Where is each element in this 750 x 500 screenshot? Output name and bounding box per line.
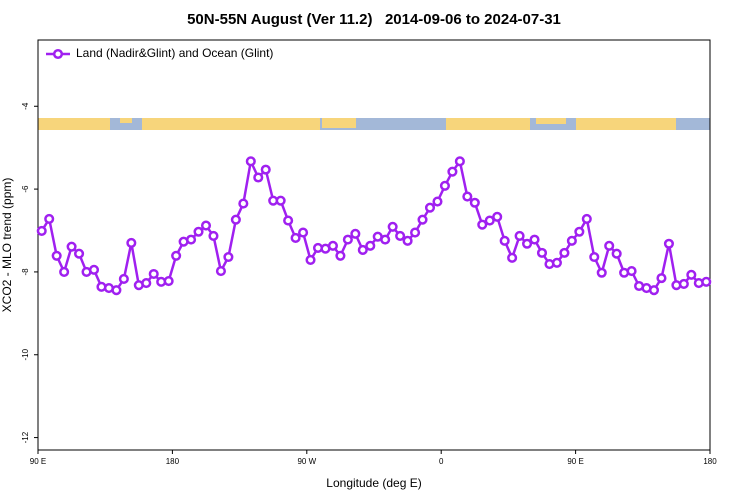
data-point — [200, 220, 212, 231]
data-point — [656, 273, 667, 284]
land-ocean-strip — [38, 118, 710, 130]
data-point — [171, 250, 182, 261]
data-point — [260, 164, 271, 175]
data-point — [395, 230, 406, 241]
data-point — [186, 234, 197, 245]
data-point — [596, 267, 607, 278]
data-point — [574, 226, 585, 237]
legend-label: Land (Nadir&Glint) and Ocean (Glint) — [76, 46, 273, 60]
y-axis-label: XCO2 - MLO trend (ppm) — [0, 178, 14, 313]
data-point — [327, 240, 338, 251]
x-tick-label: 180 — [703, 457, 717, 466]
y-tick-label: -8 — [21, 268, 30, 276]
data-point — [514, 230, 525, 241]
data-point — [559, 247, 570, 258]
data-point — [439, 180, 450, 191]
data-point — [275, 195, 286, 206]
data-point — [477, 219, 488, 230]
data-point — [230, 214, 241, 225]
data-point — [507, 252, 518, 263]
data-point — [215, 266, 226, 277]
data-point — [141, 278, 152, 289]
data-point — [163, 275, 174, 287]
data-point — [529, 234, 540, 245]
data-point — [305, 254, 316, 265]
data-point — [126, 237, 137, 248]
data-point — [253, 172, 264, 183]
x-tick-label: 90 E — [567, 457, 583, 466]
plot-frame — [37, 39, 711, 451]
data-point — [298, 227, 309, 238]
data-point — [522, 238, 533, 249]
data-point — [417, 214, 428, 225]
data-point — [454, 156, 465, 167]
data-point — [686, 269, 697, 280]
y-tick-label: -10 — [21, 348, 30, 360]
data-point — [51, 250, 62, 261]
data-point — [611, 248, 622, 259]
data-point — [484, 215, 495, 226]
data-point — [447, 166, 458, 177]
data-point — [111, 285, 122, 296]
data-point — [626, 266, 637, 277]
data-point — [335, 250, 346, 261]
data-point — [536, 247, 548, 258]
data-point — [342, 234, 353, 245]
data-point — [365, 240, 376, 251]
data-point — [223, 251, 234, 263]
data-point — [462, 191, 473, 202]
data-point — [238, 198, 249, 209]
x-tick-label: 180 — [166, 457, 180, 466]
y-tick-label: -12 — [21, 431, 30, 443]
data-point — [648, 285, 660, 296]
data-point — [469, 197, 480, 208]
data-point — [589, 251, 600, 263]
data-point — [283, 215, 294, 226]
data-point — [118, 273, 129, 285]
data-point — [492, 211, 503, 222]
data-point — [678, 278, 689, 289]
data-point — [290, 232, 301, 244]
data-point — [380, 234, 391, 245]
data-point — [551, 257, 562, 268]
series-line — [40, 157, 707, 292]
x-tick-label: 90 E — [30, 457, 46, 466]
data-point — [410, 227, 421, 238]
data-point — [193, 226, 204, 237]
data-point — [432, 196, 443, 207]
y-tick-label: -4 — [21, 102, 30, 110]
data-point — [387, 221, 398, 232]
data-point — [148, 268, 159, 280]
data-point — [44, 213, 55, 224]
data-point — [245, 156, 256, 167]
x-tick-label: 0 — [439, 457, 444, 466]
data-point — [350, 228, 361, 239]
legend-marker — [52, 48, 64, 60]
x-tick-label: 90 W — [297, 457, 316, 466]
x-axis-label: Longitude (deg E) — [326, 476, 421, 490]
data-point — [208, 230, 219, 241]
data-point — [66, 241, 77, 252]
data-point — [566, 235, 577, 246]
data-point — [499, 235, 510, 246]
chart-title: 50N-55N August (Ver 11.2) 2014-09-06 to … — [187, 11, 561, 28]
data-point — [357, 244, 368, 256]
data-point — [581, 213, 592, 224]
data-point — [88, 264, 100, 275]
data-point — [663, 238, 674, 249]
data-point — [604, 240, 615, 251]
y-tick-label: -6 — [21, 185, 30, 193]
data-point — [74, 248, 85, 259]
data-point — [402, 235, 413, 246]
data-point — [59, 266, 70, 277]
data-point — [701, 276, 712, 287]
data-point — [424, 202, 436, 213]
data-point — [36, 225, 47, 236]
